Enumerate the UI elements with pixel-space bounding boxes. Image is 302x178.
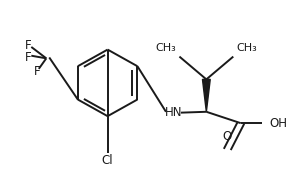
Text: O: O xyxy=(223,130,232,143)
Text: HN: HN xyxy=(165,106,182,119)
Text: F: F xyxy=(34,65,40,78)
Text: Cl: Cl xyxy=(102,154,114,167)
Text: CH₃: CH₃ xyxy=(156,43,176,53)
Text: OH: OH xyxy=(269,117,287,130)
Polygon shape xyxy=(202,79,210,112)
Text: CH₃: CH₃ xyxy=(236,43,257,53)
Text: F: F xyxy=(25,39,32,52)
Text: F: F xyxy=(25,51,32,64)
